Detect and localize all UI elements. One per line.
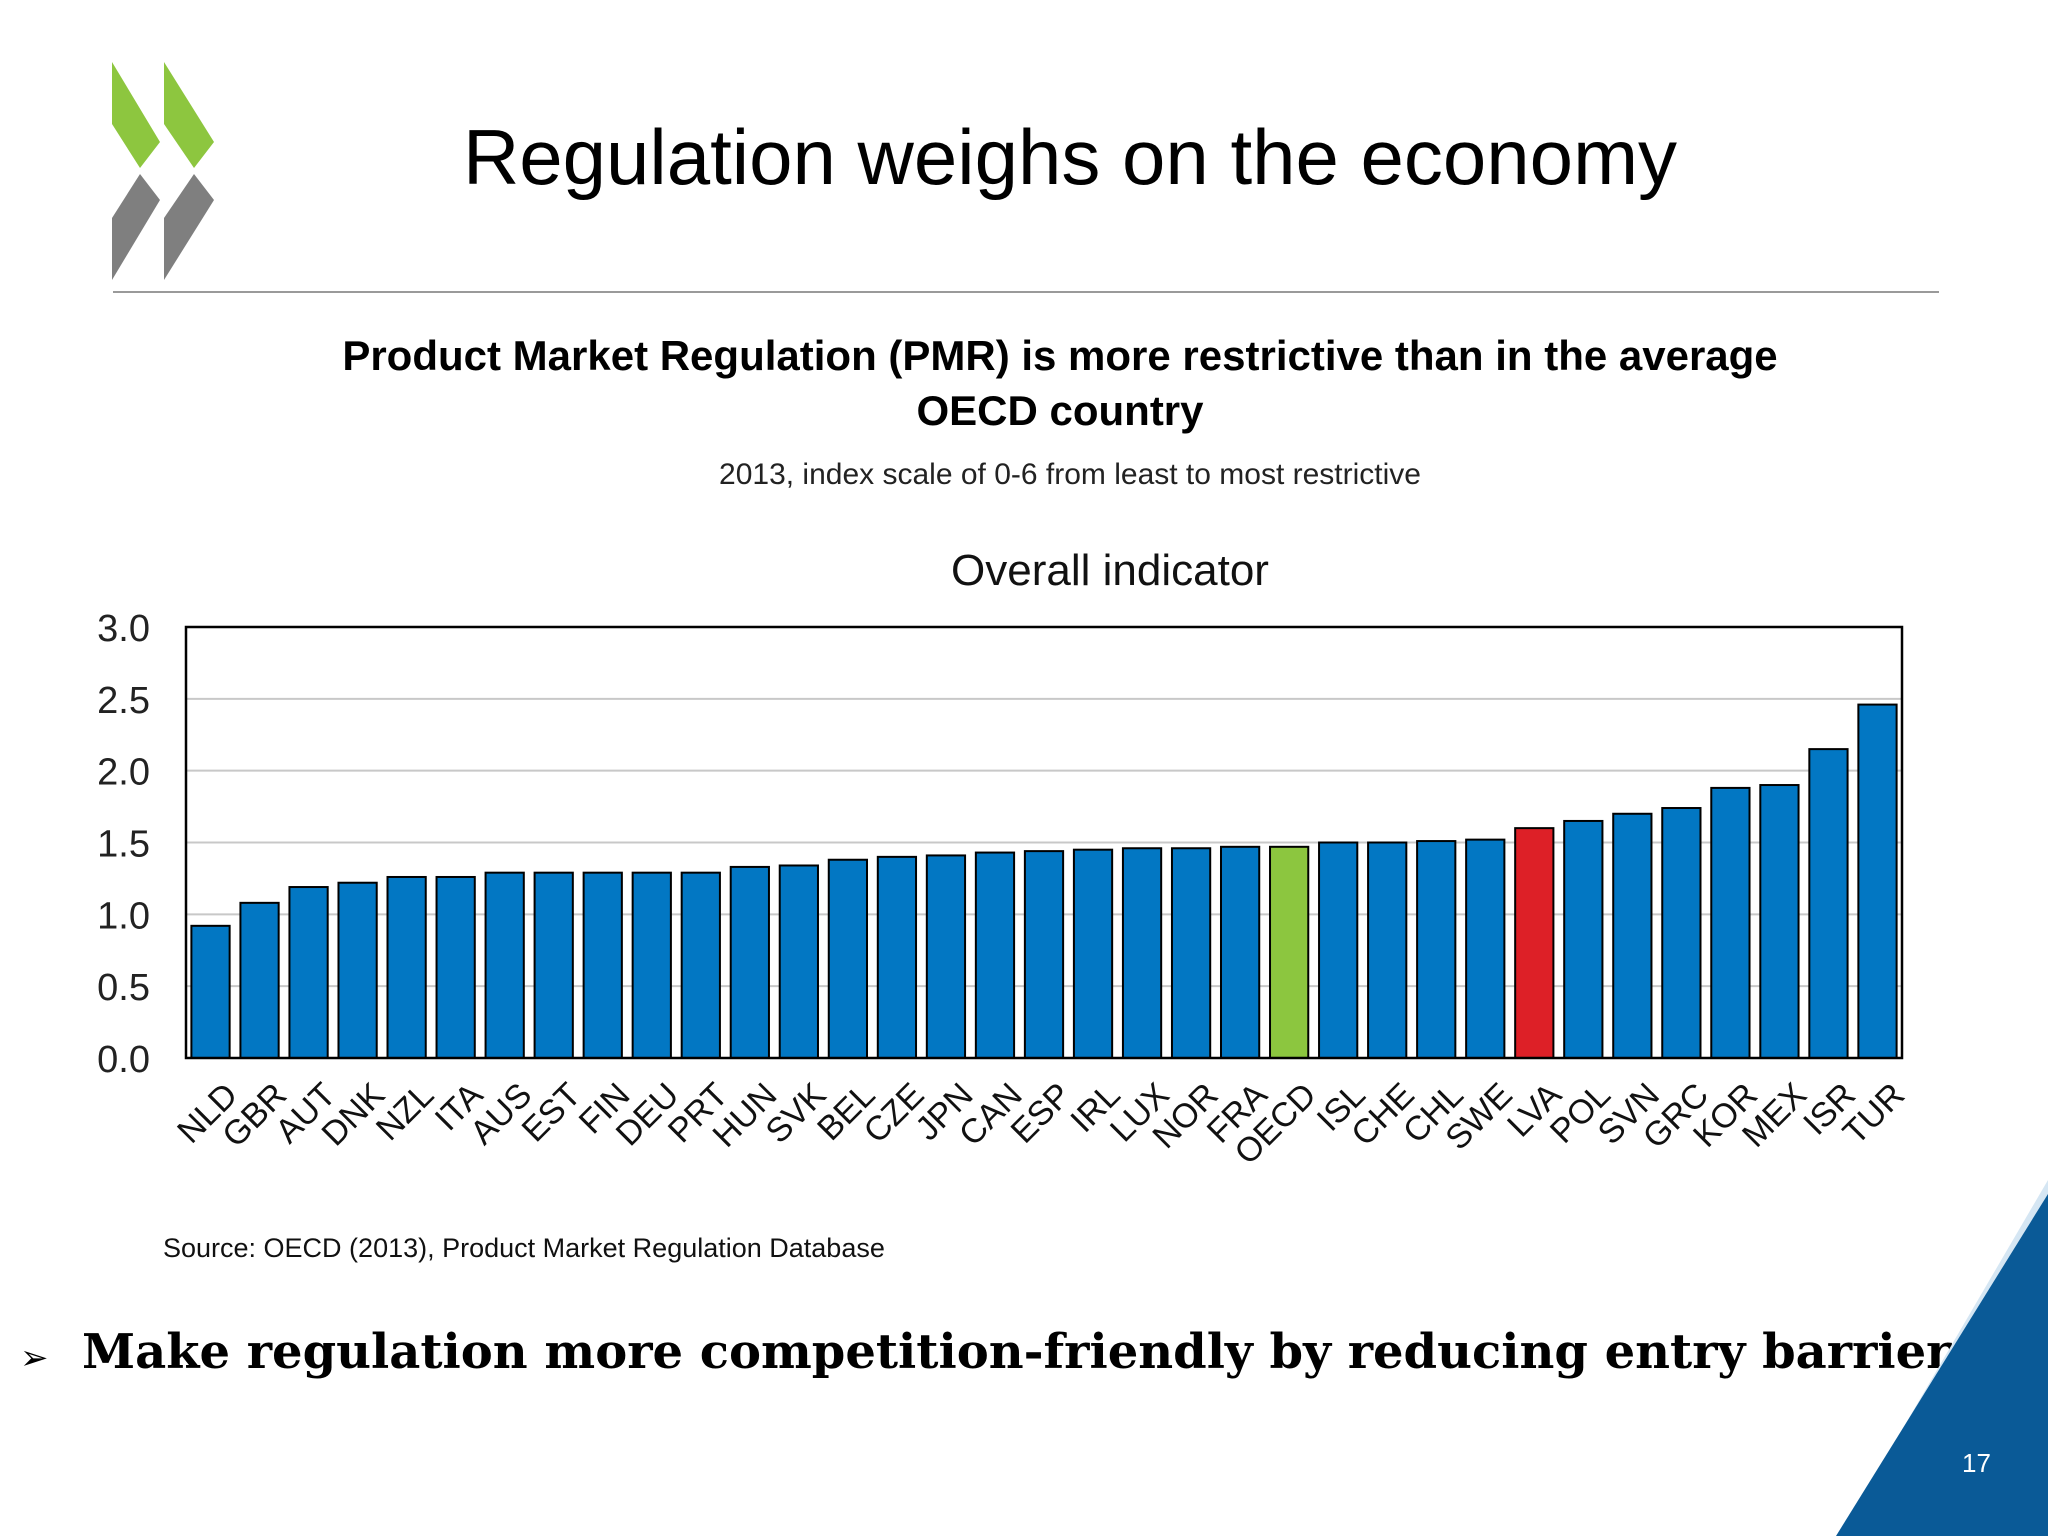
bullet-arrow-icon: ➢ bbox=[20, 1339, 49, 1377]
bar-gbr bbox=[239, 901, 280, 1060]
page-number: 17 bbox=[1962, 1448, 1991, 1478]
bar-fra bbox=[1219, 845, 1261, 1059]
pmr-bar-chart: Overall indicator 0.00.51.01.52.02.53.0 … bbox=[97, 546, 1912, 1172]
logo-grey-chevron-right bbox=[164, 174, 214, 280]
bar-oecd bbox=[1269, 845, 1310, 1059]
bar-can bbox=[974, 851, 1016, 1059]
bar-dnk bbox=[337, 881, 378, 1060]
title-divider bbox=[113, 291, 1939, 293]
bullet-text: Make regulation more competition-friendl… bbox=[82, 1324, 1979, 1380]
logo-green-chevron-right bbox=[164, 62, 214, 168]
plot-frame bbox=[184, 625, 1904, 1060]
bar-bel bbox=[827, 858, 869, 1059]
slide-title: Regulation weighs on the economy bbox=[462, 113, 1678, 201]
bar-fin bbox=[582, 871, 623, 1059]
bar-hun bbox=[729, 865, 770, 1059]
bar-irl bbox=[1072, 848, 1114, 1060]
bar-lux bbox=[1121, 847, 1163, 1059]
bar-deu bbox=[631, 871, 672, 1059]
y-tick-label: 2.5 bbox=[97, 680, 150, 722]
bar-pol bbox=[1563, 819, 1604, 1060]
bar-esp bbox=[1023, 850, 1065, 1059]
bars bbox=[190, 703, 1898, 1060]
bar-chl bbox=[1416, 840, 1457, 1060]
bar-svk bbox=[778, 864, 819, 1060]
chart-title: Overall indicator bbox=[951, 546, 1269, 595]
bar-ita bbox=[435, 875, 476, 1059]
bar-aut bbox=[288, 886, 329, 1060]
bar-svn bbox=[1612, 812, 1653, 1059]
chart-heading-line2: OECD country bbox=[916, 387, 1204, 434]
oecd-logo-icon bbox=[112, 62, 214, 280]
bar-prt bbox=[680, 871, 721, 1059]
y-tick-label: 2.0 bbox=[97, 752, 150, 794]
bar-kor bbox=[1710, 786, 1751, 1059]
y-tick-label: 1.0 bbox=[97, 895, 150, 937]
y-axis-ticks: 0.0 0.5 1.0 1.5 2.0 2.5 3.0 bbox=[97, 608, 150, 1081]
bar-nzl bbox=[386, 875, 427, 1059]
bar-nld bbox=[190, 924, 231, 1059]
chart-heading: Product Market Regulation (PMR) is more … bbox=[240, 328, 1880, 438]
y-tick-label: 1.5 bbox=[97, 824, 150, 866]
chart-heading-line1: Product Market Regulation (PMR) is more … bbox=[342, 332, 1778, 379]
logo-grey-chevron-left bbox=[112, 174, 160, 280]
chart-subheading: 2013, index scale of 0-6 from least to m… bbox=[719, 458, 1421, 491]
y-tick-label: 3.0 bbox=[97, 608, 150, 650]
logo-green-chevron-left bbox=[112, 62, 160, 168]
y-tick-label: 0.5 bbox=[97, 967, 150, 1009]
bar-lva bbox=[1514, 827, 1555, 1060]
bar-aus bbox=[484, 871, 525, 1059]
bar-tur bbox=[1857, 703, 1898, 1060]
y-tick-label: 0.0 bbox=[97, 1039, 150, 1081]
bar-nor bbox=[1170, 847, 1212, 1059]
corner-blue-triangle bbox=[1836, 1194, 2048, 1536]
source-note: Source: OECD (2013), Product Market Regu… bbox=[163, 1233, 885, 1263]
